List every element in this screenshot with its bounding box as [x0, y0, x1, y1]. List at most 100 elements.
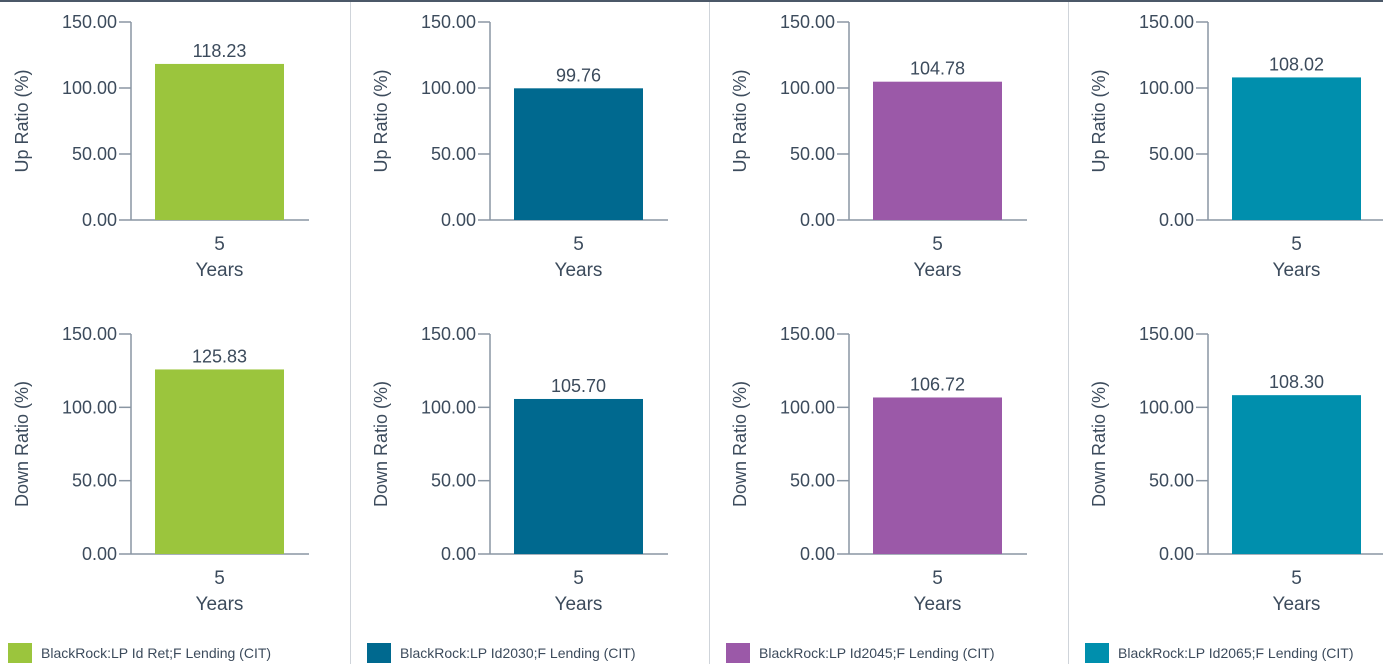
top-rule [0, 0, 1383, 2]
y-tick-label: 50.00 [790, 144, 835, 164]
y-tick-label: 50.00 [72, 471, 117, 491]
legend-label: BlackRock:LP Id2045;F Lending (CIT) [759, 645, 995, 661]
bar [1232, 77, 1361, 220]
y-tick-label: 50.00 [790, 471, 835, 491]
legend-fund-2: BlackRock:LP Id2030;F Lending (CIT) [367, 643, 636, 663]
y-axis-title: Down Ratio (%) [730, 381, 750, 507]
up-ratio-chart-1: Up Ratio (%) 0.00 50.00 100.00 150.00 118.23 5… [12, 12, 309, 281]
x-axis-title: Years [1273, 594, 1321, 615]
x-tick-label: 5 [573, 234, 584, 255]
x-axis-title: Years [555, 594, 603, 615]
x-tick-label: 5 [214, 568, 225, 589]
y-axis-title: Down Ratio (%) [12, 381, 32, 507]
bar [155, 63, 284, 220]
legend-fund-1: BlackRock:LP Id Ret;F Lending (CIT) [8, 643, 271, 663]
bar [873, 81, 1002, 220]
up-ratio-chart-2: Up Ratio (%) 0.00 50.00 100.00 150.00 99.76 5 Y… [371, 12, 668, 281]
x-tick-label: 5 [1291, 234, 1302, 255]
x-axis-title: Years [196, 260, 244, 281]
legend-swatch [726, 643, 750, 663]
y-tick-label: 150.00 [780, 12, 835, 32]
y-tick-label: 0.00 [1159, 210, 1194, 230]
y-tick-label: 100.00 [1139, 397, 1194, 417]
y-tick-label: 150.00 [421, 12, 476, 32]
bar [1232, 395, 1361, 554]
down-ratio-chart-2: Down Ratio (%) 0.00 50.00 100.00 150.00 105.7… [371, 324, 668, 615]
y-axis-title: Up Ratio (%) [1089, 69, 1109, 172]
bar [514, 398, 643, 554]
y-tick-label: 100.00 [780, 397, 835, 417]
bar-value-label: 108.02 [1269, 54, 1324, 74]
bar [873, 397, 1002, 554]
bar-value-label: 118.23 [193, 41, 247, 61]
y-tick-label: 150.00 [1139, 324, 1194, 344]
bar-value-label: 108.30 [1269, 372, 1324, 392]
panel-divider [1068, 2, 1069, 664]
legend-swatch [367, 643, 391, 663]
y-tick-label: 150.00 [1139, 12, 1194, 32]
y-tick-label: 100.00 [62, 78, 117, 98]
y-tick-label: 0.00 [82, 210, 117, 230]
bar [155, 369, 284, 554]
down-ratio-chart-4: Down Ratio (%) 0.00 50.00 100.00 150.00 108.3… [1089, 324, 1383, 615]
y-tick-label: 100.00 [780, 78, 835, 98]
y-tick-label: 50.00 [1149, 471, 1194, 491]
bar-value-label: 99.76 [556, 65, 601, 85]
y-tick-label: 0.00 [82, 544, 117, 564]
legend-fund-3: BlackRock:LP Id2045;F Lending (CIT) [726, 643, 995, 663]
bar [514, 88, 643, 220]
y-axis-title: Up Ratio (%) [371, 69, 391, 172]
fund-panel-3: Up Ratio (%) 0.00 50.00 100.00 150.00 104.78 5… [718, 2, 1068, 664]
legend-swatch [8, 643, 32, 663]
y-tick-label: 100.00 [62, 397, 117, 417]
bar-value-label: 104.78 [910, 59, 965, 79]
y-axis-title: Down Ratio (%) [1089, 381, 1109, 507]
legend-label: BlackRock:LP Id2065;F Lending (CIT) [1118, 645, 1354, 661]
down-ratio-chart-3: Down Ratio (%) 0.00 50.00 100.00 150.00 106.7… [730, 324, 1027, 615]
down-ratio-chart-1: Down Ratio (%) 0.00 50.00 100.00 150.00 125.8… [12, 324, 309, 615]
up-ratio-chart-4: Up Ratio (%) 0.00 50.00 100.00 150.00 108.02 5… [1089, 12, 1383, 281]
y-tick-label: 0.00 [441, 210, 476, 230]
y-axis-title: Up Ratio (%) [12, 69, 32, 172]
x-axis-title: Years [196, 594, 244, 615]
y-tick-label: 0.00 [441, 544, 476, 564]
bar-value-label: 106.72 [910, 374, 965, 394]
panel-divider [709, 2, 710, 664]
x-tick-label: 5 [1291, 568, 1302, 589]
y-tick-label: 50.00 [431, 144, 476, 164]
x-tick-label: 5 [573, 568, 584, 589]
fund-panel-2: Up Ratio (%) 0.00 50.00 100.00 150.00 99.76 5 Y… [359, 2, 709, 664]
y-tick-label: 50.00 [431, 471, 476, 491]
x-tick-label: 5 [932, 568, 943, 589]
bar-value-label: 105.70 [551, 376, 606, 396]
legend-fund-4: BlackRock:LP Id2065;F Lending (CIT) [1085, 643, 1354, 663]
fund-panel-1: Up Ratio (%) 0.00 50.00 100.00 150.00 118.23 5… [0, 2, 350, 664]
y-tick-label: 0.00 [800, 544, 835, 564]
y-tick-label: 150.00 [421, 324, 476, 344]
y-tick-label: 100.00 [1139, 78, 1194, 98]
legend-label: BlackRock:LP Id2030;F Lending (CIT) [400, 645, 636, 661]
y-tick-label: 150.00 [62, 324, 117, 344]
x-axis-title: Years [555, 260, 603, 281]
x-axis-title: Years [914, 260, 962, 281]
bar-value-label: 125.83 [192, 346, 247, 366]
x-axis-title: Years [914, 594, 962, 615]
y-tick-label: 150.00 [62, 12, 117, 32]
x-tick-label: 5 [932, 234, 943, 255]
fund-panel-4: Up Ratio (%) 0.00 50.00 100.00 150.00 108.02 5… [1077, 2, 1383, 664]
y-tick-label: 100.00 [421, 78, 476, 98]
up-ratio-chart-3: Up Ratio (%) 0.00 50.00 100.00 150.00 104.78 5… [730, 12, 1027, 281]
legend-swatch [1085, 643, 1109, 663]
y-tick-label: 100.00 [421, 397, 476, 417]
y-tick-label: 50.00 [72, 144, 117, 164]
y-tick-label: 0.00 [1159, 544, 1194, 564]
legend-label: BlackRock:LP Id Ret;F Lending (CIT) [41, 645, 272, 661]
y-tick-label: 150.00 [780, 324, 835, 344]
x-tick-label: 5 [214, 234, 225, 255]
y-axis-title: Down Ratio (%) [371, 381, 391, 507]
y-tick-label: 50.00 [1149, 144, 1194, 164]
panel-divider [350, 2, 351, 664]
y-tick-label: 0.00 [800, 210, 835, 230]
x-axis-title: Years [1273, 260, 1321, 281]
y-axis-title: Up Ratio (%) [730, 69, 750, 172]
